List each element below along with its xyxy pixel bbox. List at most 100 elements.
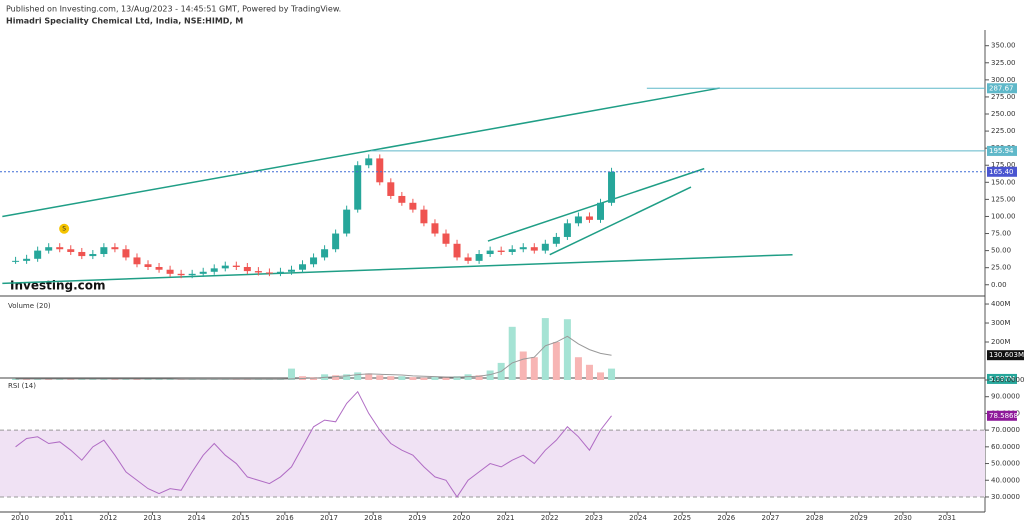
y-tick-label: 325.00	[991, 59, 1016, 67]
y-tick-label: 350.00	[991, 42, 1016, 50]
y-tick-label: 275.00	[991, 93, 1016, 101]
volume-bar	[508, 326, 516, 380]
x-tick-label: 2030	[894, 514, 912, 522]
level-label: 130.603M	[989, 351, 1024, 359]
level-tag	[987, 373, 1017, 384]
x-tick-label: 2014	[188, 514, 206, 522]
event-marker	[59, 223, 70, 234]
y-tick-label: 30.0000	[991, 493, 1020, 501]
volume-bar	[376, 375, 384, 380]
x-tick-label: 2011	[55, 514, 73, 522]
candle	[376, 158, 384, 183]
volume-bar	[442, 377, 450, 380]
x-tick-label: 2021	[497, 514, 515, 522]
volume-bar	[453, 376, 461, 380]
candle	[563, 223, 571, 237]
x-tick-label: 2019	[408, 514, 426, 522]
volume-bar	[420, 377, 428, 380]
candle	[585, 216, 593, 220]
volume-bar	[287, 368, 295, 380]
candle	[442, 233, 450, 244]
rsi-band	[0, 430, 985, 497]
volume-bar	[563, 319, 571, 380]
candle	[89, 254, 97, 257]
volume-bar	[409, 377, 417, 380]
y-tick-label: 125.00	[991, 195, 1016, 203]
volume-bar	[552, 342, 560, 380]
candle	[111, 247, 119, 250]
candle	[574, 216, 582, 224]
candle	[552, 236, 560, 244]
candle	[343, 209, 351, 234]
candle	[276, 271, 284, 274]
candle	[56, 247, 64, 250]
volume-bar	[133, 379, 141, 380]
candle	[398, 195, 406, 203]
volume-bar	[486, 370, 494, 380]
y-tick-label: 200M	[991, 338, 1010, 346]
candle	[365, 158, 373, 166]
rsi-line	[15, 390, 612, 498]
level-label: 165.40	[989, 168, 1014, 176]
candle	[210, 268, 218, 272]
candle	[254, 271, 262, 273]
candle	[541, 243, 549, 251]
x-tick-label: 2025	[673, 514, 691, 522]
x-tick-label: 2012	[99, 514, 117, 522]
volume-bar	[574, 357, 582, 380]
volume-bar	[475, 375, 483, 380]
y-tick-label: 100.0000	[991, 376, 1024, 384]
candle	[166, 269, 174, 274]
candle	[199, 271, 207, 274]
y-tick-label: 225.00	[991, 127, 1016, 135]
y-tick-label: 50.00	[991, 247, 1011, 255]
y-tick-label: 70.0000	[991, 426, 1020, 434]
x-tick-label: 2010	[11, 514, 29, 522]
volume-bar	[155, 379, 163, 380]
volume-bar	[332, 375, 340, 380]
x-tick-label: 2022	[541, 514, 559, 522]
candle	[464, 257, 472, 261]
candle	[144, 264, 152, 267]
level-label: 78.5868	[989, 412, 1018, 420]
volume-bar	[464, 374, 472, 380]
level-tag	[987, 410, 1017, 421]
level-label: 195.94	[989, 147, 1014, 155]
candle	[221, 265, 229, 269]
x-tick-label: 2017	[320, 514, 338, 522]
y-tick-label: 90.0000	[991, 393, 1020, 401]
y-tick-label: 50.0000	[991, 460, 1020, 468]
volume-bar	[122, 379, 130, 380]
event-label: S	[62, 225, 66, 232]
x-tick-label: 2026	[717, 514, 735, 522]
candle	[45, 247, 53, 251]
candle	[100, 247, 108, 255]
y-tick-label: 300.00	[991, 76, 1016, 84]
volume-bar	[111, 379, 119, 380]
published-note: Published on Investing.com, 13/Aug/2023 …	[6, 5, 341, 14]
candle	[310, 257, 318, 265]
volume-bar	[144, 379, 152, 380]
candle	[34, 250, 42, 259]
x-tick-label: 2027	[762, 514, 780, 522]
trendline	[2, 253, 793, 285]
level-tag	[987, 145, 1017, 156]
candle	[409, 202, 417, 210]
x-tick-label: 2015	[232, 514, 250, 522]
candle	[23, 258, 31, 261]
level-label: 287.67	[989, 84, 1014, 92]
level-tag	[987, 350, 1024, 361]
y-tick-label: 0.00	[991, 281, 1007, 289]
candle	[232, 265, 240, 267]
ma-line	[15, 335, 612, 380]
trendline	[487, 167, 705, 242]
y-tick-label: 40.0000	[991, 476, 1020, 484]
volume-bar	[608, 368, 616, 380]
x-tick-label: 2020	[453, 514, 471, 522]
candle	[519, 247, 527, 250]
x-tick-label: 2028	[806, 514, 824, 522]
trendline	[549, 186, 692, 256]
y-tick-label: 400M	[991, 300, 1010, 308]
candle	[420, 209, 428, 224]
volume-bar	[585, 364, 593, 380]
